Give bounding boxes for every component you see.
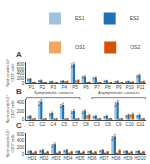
svg-text:200: 200 xyxy=(17,109,25,114)
svg-text:200: 200 xyxy=(17,76,25,81)
svg-text:P5: P5 xyxy=(72,85,78,90)
svg-text:400: 400 xyxy=(17,138,25,143)
svg-text:P3: P3 xyxy=(51,85,57,90)
svg-text:400: 400 xyxy=(17,100,25,105)
svg-text:P8: P8 xyxy=(105,85,111,90)
svg-text:Spot counts/10⁶CD3⁺ cells: Spot counts/10⁶CD3⁺ cells xyxy=(5,95,15,124)
svg-text:0: 0 xyxy=(22,81,25,86)
svg-text:HD7: HD7 xyxy=(99,156,108,161)
svg-text:0: 0 xyxy=(22,152,25,157)
svg-text:C8: C8 xyxy=(83,122,89,127)
svg-text:HD10: HD10 xyxy=(134,156,146,161)
svg-text:ES1: ES1 xyxy=(75,15,85,21)
svg-text:HD1: HD1 xyxy=(27,156,36,161)
svg-text:600: 600 xyxy=(17,67,25,72)
svg-text:C3: C3 xyxy=(94,122,100,127)
svg-text:HD3: HD3 xyxy=(51,156,60,161)
svg-text:B: B xyxy=(16,87,22,96)
svg-text:HD2: HD2 xyxy=(39,156,48,161)
svg-text:P4: P4 xyxy=(61,85,67,90)
svg-text:P2: P2 xyxy=(40,85,46,90)
svg-text:P6: P6 xyxy=(83,85,89,90)
svg-text:OS2: OS2 xyxy=(130,44,140,50)
svg-text:C11: C11 xyxy=(137,122,145,127)
svg-text:ES2: ES2 xyxy=(130,15,140,21)
svg-text:HD5: HD5 xyxy=(75,156,84,161)
svg-text:P9: P9 xyxy=(116,85,122,90)
svg-text:Spot counts/10⁶CD3⁺ cells: Spot counts/10⁶CD3⁺ cells xyxy=(5,129,15,158)
svg-text:C9: C9 xyxy=(116,122,122,127)
svg-text:C6: C6 xyxy=(105,122,111,127)
svg-text:Spot counts/10⁶CD3⁺ cells: Spot counts/10⁶CD3⁺ cells xyxy=(5,58,15,87)
svg-text:C: C xyxy=(16,121,22,130)
svg-text:Asymptomatic contacts: Asymptomatic contacts xyxy=(98,90,139,95)
svg-text:0: 0 xyxy=(22,117,25,122)
svg-text:400: 400 xyxy=(17,71,25,76)
svg-text:C4: C4 xyxy=(50,122,56,127)
svg-text:P1: P1 xyxy=(29,85,35,90)
svg-text:800: 800 xyxy=(17,62,25,67)
svg-text:C7: C7 xyxy=(72,122,78,127)
svg-text:C5: C5 xyxy=(61,122,67,127)
svg-text:P11: P11 xyxy=(137,85,145,90)
svg-text:P7: P7 xyxy=(94,85,100,90)
svg-text:A: A xyxy=(16,50,22,59)
svg-text:OS1: OS1 xyxy=(75,44,85,50)
svg-text:600: 600 xyxy=(17,132,25,137)
svg-text:Symptomatic contacts: Symptomatic contacts xyxy=(34,90,73,95)
svg-text:P10: P10 xyxy=(126,85,135,90)
svg-text:C1: C1 xyxy=(29,122,35,127)
svg-text:HD9: HD9 xyxy=(123,156,132,161)
svg-text:C10: C10 xyxy=(126,122,135,127)
svg-text:200: 200 xyxy=(17,145,25,150)
svg-text:HD6: HD6 xyxy=(87,156,96,161)
svg-text:HD8: HD8 xyxy=(111,156,120,161)
svg-text:C2: C2 xyxy=(39,122,45,127)
svg-text:HD4: HD4 xyxy=(63,156,72,161)
